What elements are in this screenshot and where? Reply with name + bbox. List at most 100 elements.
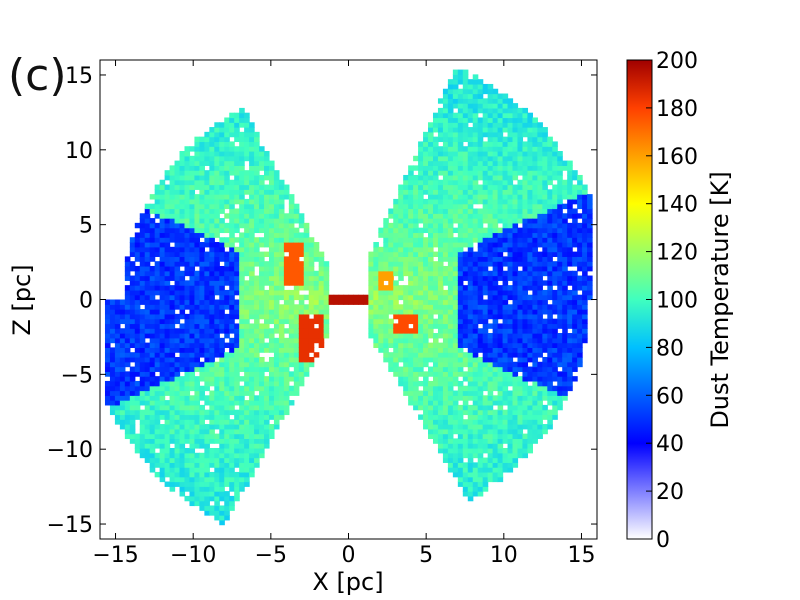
- heatmap-cell: [447, 174, 454, 181]
- heatmap-cell: [164, 390, 171, 396]
- heatmap-cell: [408, 237, 414, 243]
- heatmap-cell: [442, 313, 449, 320]
- heatmap-cell: [428, 194, 434, 200]
- heatmap-cell: [224, 481, 230, 487]
- heatmap-cell: [224, 203, 230, 210]
- heatmap-cell: [482, 265, 489, 272]
- heatmap-cell: [209, 481, 215, 487]
- heatmap-cell: [527, 261, 533, 267]
- heatmap-cell: [204, 366, 210, 372]
- heatmap-cell: [149, 203, 156, 210]
- heatmap-cell: [428, 122, 434, 128]
- heatmap-cell: [184, 366, 191, 372]
- heatmap-cell: [288, 237, 295, 243]
- heatmap-cell: [239, 160, 245, 166]
- heatmap-cell: [254, 146, 260, 152]
- heatmap-cell: [447, 428, 454, 435]
- heatmap-cell: [273, 385, 280, 392]
- heatmap-cell: [144, 318, 151, 325]
- heatmap-cell: [428, 352, 434, 358]
- heatmap-cell: [134, 256, 141, 262]
- heatmap-cell: [239, 107, 245, 114]
- heatmap-cell: [472, 174, 479, 181]
- heatmap-cell: [204, 174, 210, 181]
- heatmap-cell: [512, 275, 519, 281]
- heatmap-cell: [189, 165, 196, 171]
- heatmap-cell: [452, 218, 459, 224]
- heatmap-cell: [273, 232, 280, 238]
- heatmap-cell: [537, 404, 543, 411]
- heatmap-cell: [164, 419, 171, 425]
- heatmap-cell: [179, 256, 186, 262]
- heatmap-cell: [507, 424, 514, 430]
- heatmap-cell: [214, 127, 220, 133]
- heatmap-cell: [527, 222, 533, 229]
- heatmap-cell: [288, 242, 295, 248]
- heatmap-cell: [487, 112, 494, 119]
- heatmap-cell: [562, 395, 568, 401]
- heatmap-cell: [164, 285, 171, 291]
- heatmap-cell: [174, 208, 181, 214]
- heatmap-cell: [393, 280, 399, 286]
- heatmap-cell: [219, 136, 225, 143]
- heatmap-cell: [477, 467, 484, 473]
- heatmap-cell: [457, 117, 464, 123]
- heatmap-cell: [159, 275, 166, 281]
- heatmap-cell: [522, 237, 529, 243]
- heatmap-cell: [219, 299, 225, 305]
- heatmap-cell: [467, 285, 474, 291]
- heatmap-cell: [457, 184, 464, 190]
- heatmap-cell: [109, 404, 116, 411]
- heatmap-cell: [293, 304, 300, 310]
- heatmap-cell: [184, 304, 191, 310]
- heatmap-cell: [537, 395, 543, 401]
- heatmap-cell: [204, 347, 210, 353]
- heatmap-cell: [174, 452, 181, 459]
- heatmap-cell: [179, 323, 186, 329]
- heatmap-cell: [204, 452, 210, 459]
- heatmap-cell: [552, 361, 558, 368]
- heatmap-cell: [204, 438, 210, 444]
- heatmap-cell: [497, 361, 504, 368]
- heatmap-cell: [209, 270, 215, 277]
- heatmap-cell: [229, 462, 235, 468]
- heatmap-cell: [432, 184, 439, 190]
- heatmap-cell: [298, 232, 305, 238]
- heatmap-cell: [194, 203, 200, 210]
- heatmap-cell: [139, 433, 146, 440]
- heatmap-cell: [447, 289, 454, 296]
- heatmap-cell: [497, 433, 504, 440]
- heatmap-cell: [234, 208, 240, 214]
- heatmap-cell: [259, 371, 265, 377]
- heatmap-cell: [154, 309, 161, 315]
- heatmap-cell: [467, 428, 474, 435]
- heatmap-cell: [239, 333, 245, 339]
- heatmap-cell: [447, 242, 454, 248]
- heatmap-cell: [234, 117, 240, 123]
- heatmap-cell: [462, 428, 469, 435]
- heatmap-cell: [482, 385, 489, 392]
- heatmap-cell: [457, 270, 464, 277]
- heatmap-cell: [234, 179, 240, 186]
- heatmap-cell: [393, 289, 399, 296]
- heatmap-cell: [432, 409, 439, 416]
- heatmap-cell: [249, 447, 255, 454]
- heatmap-cell: [507, 467, 514, 473]
- heatmap-cell: [447, 155, 454, 162]
- heatmap-cell: [418, 337, 424, 344]
- heatmap-cell: [562, 194, 568, 200]
- heatmap-cell: [393, 304, 399, 310]
- heatmap-cell: [144, 457, 151, 463]
- heatmap-cell: [283, 227, 290, 234]
- heatmap-cell: [378, 304, 384, 310]
- heatmap-cell: [447, 380, 454, 387]
- heatmap-cell: [403, 361, 409, 368]
- heatmap-cell: [244, 265, 250, 272]
- heatmap-cell: [537, 414, 543, 420]
- heatmap-cell: [557, 198, 563, 205]
- heatmap-cell: [457, 79, 464, 85]
- heatmap-cell: [144, 428, 151, 435]
- heatmap-cell: [264, 265, 270, 272]
- heatmap-cell: [254, 424, 260, 430]
- heatmap-cell: [467, 194, 474, 200]
